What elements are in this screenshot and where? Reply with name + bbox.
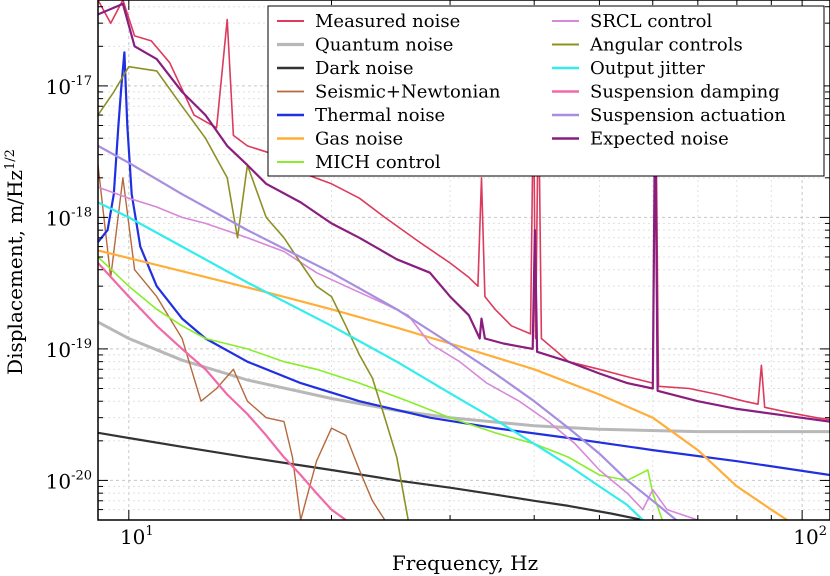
- legend-label-output-jitter: Output jitter: [590, 58, 705, 79]
- x-axis-label: Frequency, Hz: [392, 551, 538, 575]
- x-tick-label: 101: [120, 524, 154, 549]
- series-measured-noise: [98, 0, 830, 421]
- legend-label-suspension-actuation: Suspension actuation: [590, 105, 786, 126]
- y-tick-label-mantissa: 10: [46, 338, 71, 362]
- legend-label-thermal-noise: Thermal noise: [315, 105, 445, 126]
- x-tick-label-mantissa: 10: [120, 525, 145, 549]
- series-suspension-actuation: [98, 144, 677, 520]
- y-tick-label-exponent: -18: [71, 205, 92, 220]
- x-tick-label: 102: [793, 524, 827, 549]
- y-axis-label: Displacement, m/Hz1/2: [3, 149, 27, 375]
- series-angular-controls: [98, 65, 409, 520]
- ticks: [97, 0, 830, 521]
- legend-label-gas-noise: Gas noise: [315, 129, 403, 150]
- legend-label-dark-noise: Dark noise: [315, 58, 413, 79]
- legend-label-srcl-control: SRCL control: [590, 11, 713, 32]
- legend-label-expected-noise: Expected noise: [590, 129, 729, 150]
- x-tick-label-exponent: 1: [145, 524, 153, 539]
- legend-box: [267, 5, 825, 177]
- y-tick-label-exponent: -17: [71, 74, 92, 89]
- series-srcl-control: [98, 186, 699, 520]
- y-tick-label-mantissa: 10: [46, 469, 71, 493]
- y-tick-label-mantissa: 10: [46, 75, 71, 99]
- y-tick-label-exponent: -19: [71, 337, 92, 352]
- x-tick-label-mantissa: 10: [793, 525, 818, 549]
- legend-label-seismic-newtonian: Seismic+Newtonian: [315, 82, 501, 103]
- series-suspension-damping: [98, 262, 347, 520]
- legend-label-angular-controls: Angular controls: [589, 35, 743, 56]
- y-axis-label-exponent: 1/2: [3, 149, 18, 170]
- series-expected-noise: [98, 2, 830, 423]
- y-tick-label: 10-20: [46, 468, 92, 493]
- x-tick-label-exponent: 2: [819, 524, 827, 539]
- series-group: [98, 0, 830, 520]
- y-tick-label: 10-17: [46, 74, 92, 99]
- y-tick-label-exponent: -20: [71, 468, 92, 483]
- legend-label-measured-noise: Measured noise: [315, 11, 460, 32]
- y-tick-label: 10-19: [46, 337, 92, 362]
- y-tick-label-mantissa: 10: [46, 206, 71, 230]
- series-dark-noise: [98, 431, 644, 520]
- series-thermal-noise: [98, 51, 830, 477]
- legend-label-quantum-noise: Quantum noise: [315, 35, 453, 56]
- plot-frame: [97, 0, 830, 521]
- legend-label-mich-control: MICH control: [315, 152, 441, 173]
- series-output-jitter: [98, 201, 644, 520]
- series-seismic-newtonian: [98, 165, 386, 520]
- y-tick-label: 10-18: [46, 205, 92, 230]
- y-axis-label-text: Displacement, m/Hz: [3, 170, 27, 375]
- legend-label-suspension-damping: Suspension damping: [590, 82, 780, 103]
